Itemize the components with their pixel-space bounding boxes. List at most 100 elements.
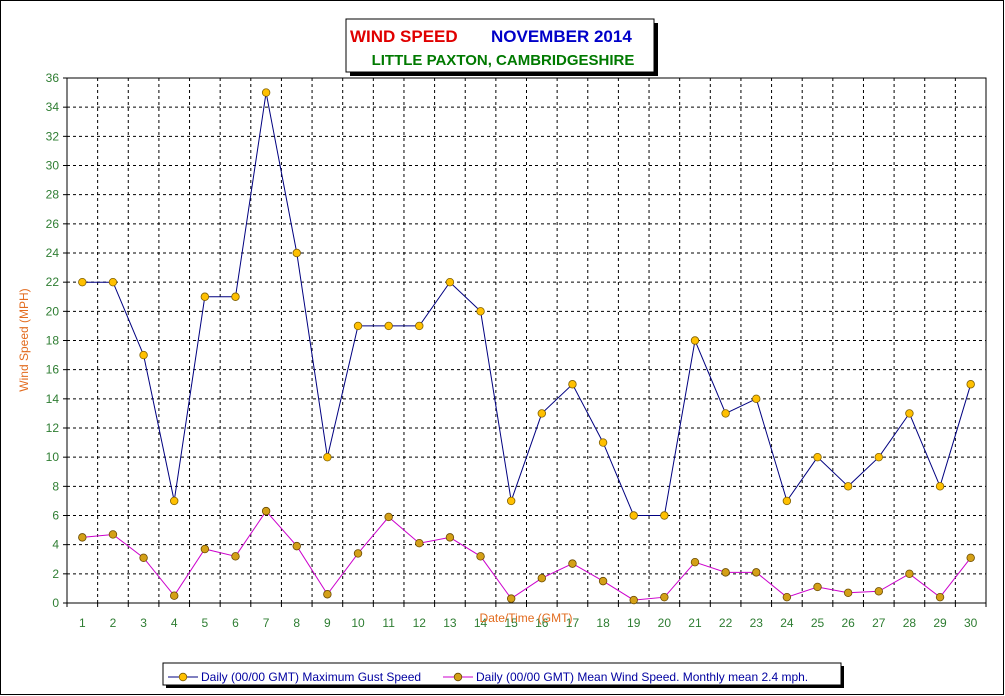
x-tick-label: 10 xyxy=(351,616,365,630)
plot-area xyxy=(66,77,987,604)
x-tick-label: 12 xyxy=(413,616,427,630)
data-point-gust xyxy=(506,496,516,506)
data-point-mean xyxy=(170,591,179,600)
x-tick-label: 8 xyxy=(293,616,300,630)
chart-title-date: NOVEMBER 2014 xyxy=(491,27,632,46)
x-tick-label: 17 xyxy=(566,616,580,630)
legend-marker-gust xyxy=(178,672,188,682)
x-tick-label: 4 xyxy=(171,616,178,630)
data-point-gust xyxy=(139,350,148,360)
y-tick-label: 34 xyxy=(46,100,60,114)
data-point-mean xyxy=(905,569,914,579)
data-point-mean xyxy=(445,533,455,542)
data-point-gust xyxy=(721,409,730,418)
y-tick-label: 28 xyxy=(46,188,60,202)
x-tick-label: 25 xyxy=(811,616,825,630)
x-tick-label: 30 xyxy=(964,616,978,630)
x-tick-label: 24 xyxy=(780,616,794,630)
y-tick-label: 10 xyxy=(46,450,60,464)
data-point-gust xyxy=(629,511,638,520)
x-tick-label: 9 xyxy=(324,616,331,630)
data-point-gust xyxy=(782,496,792,506)
data-point-gust xyxy=(874,452,883,462)
data-point-mean xyxy=(353,549,363,558)
data-point-gust xyxy=(78,277,87,287)
data-point-mean xyxy=(200,544,210,554)
x-tick-label: 23 xyxy=(750,616,764,630)
data-point-gust xyxy=(231,292,240,301)
x-tick-label: 27 xyxy=(872,616,886,630)
y-tick-label: 32 xyxy=(46,129,60,143)
data-point-mean xyxy=(323,590,332,599)
x-tick-label: 11 xyxy=(382,616,395,630)
series-layer xyxy=(78,88,975,605)
data-point-mean xyxy=(752,568,761,577)
data-point-gust xyxy=(384,321,393,331)
x-tick-label: 1 xyxy=(79,616,86,630)
legend-box xyxy=(162,662,842,686)
x-tick-label: 20 xyxy=(658,616,672,630)
data-point-gust xyxy=(598,438,608,447)
data-point-gust xyxy=(905,409,914,418)
y-tick-label: 30 xyxy=(46,159,60,173)
data-point-gust xyxy=(476,307,485,316)
chart-title-box: WIND SPEED NOVEMBER 2014 LITTLE PAXTON, … xyxy=(345,18,658,76)
data-point-mean xyxy=(782,592,792,602)
x-axis-title: Date/Time (GMT) xyxy=(480,611,573,625)
data-point-gust xyxy=(108,277,118,287)
data-point-mean xyxy=(78,533,87,542)
legend-marker-mean xyxy=(453,672,463,682)
data-point-gust xyxy=(966,380,975,389)
data-point-mean xyxy=(537,574,547,583)
y-tick-label: 26 xyxy=(46,217,60,231)
y-tick-label: 8 xyxy=(52,479,59,493)
x-tick-label: 21 xyxy=(688,616,702,630)
data-point-mean xyxy=(629,595,638,605)
data-point-gust xyxy=(353,321,363,331)
x-tick-label: 28 xyxy=(903,616,917,630)
x-axis-ticks: 1 2 3 4 5 6 7 8 9 10 11 12 13 14 15 16 17 18 19 20 21 22 23 24 2… xyxy=(66,603,987,630)
data-point-mean xyxy=(813,582,822,592)
y-tick-label: 4 xyxy=(52,538,59,552)
data-point-mean xyxy=(108,530,118,539)
legend-label-gust: Daily (00/00 GMT) Maximum Gust Speed xyxy=(201,670,421,684)
data-point-gust xyxy=(200,292,210,301)
x-tick-label: 7 xyxy=(263,616,270,630)
y-tick-label: 20 xyxy=(46,304,60,318)
data-point-mean xyxy=(598,576,608,586)
y-axis-title: Wind Speed (MPH) xyxy=(17,288,31,391)
x-tick-label: 16 xyxy=(535,616,549,630)
data-point-mean xyxy=(476,552,485,561)
data-point-gust xyxy=(813,452,822,462)
data-point-mean xyxy=(660,592,669,602)
y-tick-label: 18 xyxy=(46,334,60,348)
x-tick-label: 14 xyxy=(474,616,488,630)
data-point-mean xyxy=(935,592,945,602)
series-line-mean xyxy=(82,510,972,601)
data-point-gust xyxy=(752,394,761,404)
y-tick-label: 12 xyxy=(46,421,60,435)
x-tick-label: 2 xyxy=(110,616,117,630)
y-tick-label: 36 xyxy=(46,71,60,85)
y-tick-label: 0 xyxy=(52,596,59,610)
data-point-mean xyxy=(292,541,301,551)
x-tick-label: 18 xyxy=(596,616,610,630)
data-point-gust xyxy=(843,482,853,491)
data-point-gust xyxy=(690,336,700,345)
data-point-mean xyxy=(415,539,424,548)
data-point-gust xyxy=(445,277,455,287)
y-tick-label: 22 xyxy=(46,275,60,289)
data-point-gust xyxy=(170,496,179,506)
x-tick-label: 26 xyxy=(841,616,855,630)
data-point-mean xyxy=(568,559,577,568)
x-tick-label: 6 xyxy=(232,616,239,630)
y-tick-label: 6 xyxy=(52,509,59,523)
y-tick-label: 16 xyxy=(46,363,60,377)
y-tick-label: 2 xyxy=(52,567,59,581)
data-point-mean xyxy=(966,553,975,562)
y-tick-label: 14 xyxy=(46,392,60,406)
data-point-mean xyxy=(231,552,240,561)
